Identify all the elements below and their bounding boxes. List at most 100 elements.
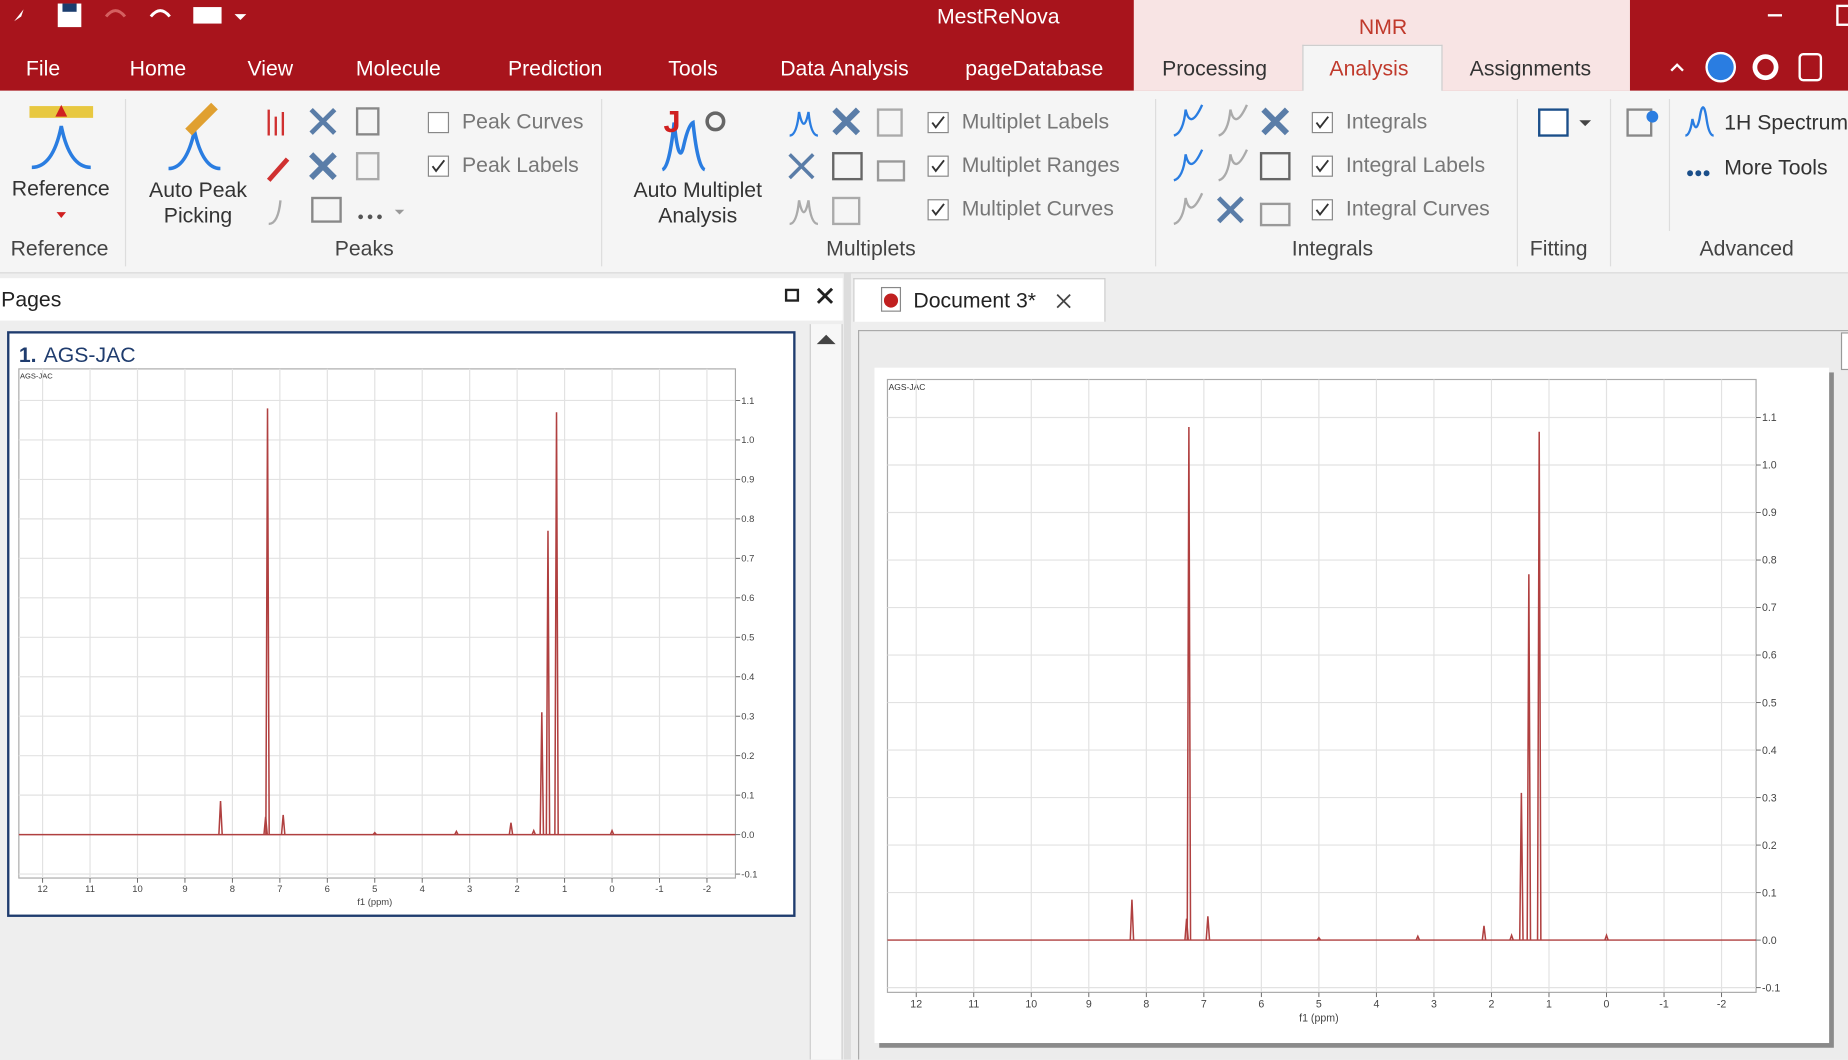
ribbon-options	[1670, 51, 1823, 83]
fitting-icon[interactable]	[1538, 108, 1569, 137]
menu-item[interactable]: Processing	[1162, 56, 1268, 81]
checkbox-label[interactable]: Integral Labels	[1345, 153, 1486, 177]
page-name: AGS-JAC	[43, 342, 136, 367]
checkbox-label[interactable]: Integral Curves	[1345, 196, 1490, 221]
checkmark	[1315, 203, 1329, 217]
document-icon	[880, 286, 902, 312]
checkbox[interactable]	[1311, 111, 1333, 134]
menu-item[interactable]: Data Analysis	[780, 56, 909, 81]
integral-tool-icons	[1173, 104, 1291, 227]
group-separator	[601, 98, 603, 267]
group-separator	[1516, 98, 1518, 267]
app-title: MestReNova	[936, 4, 1060, 29]
menu-item[interactable]: Assignments	[1469, 56, 1592, 81]
info-button[interactable]	[1705, 51, 1737, 83]
print-icon[interactable]	[193, 7, 222, 24]
fitting-dropdown[interactable]	[1579, 120, 1592, 127]
peak-picking-icon	[168, 130, 221, 171]
menu-item[interactable]: Home	[129, 56, 187, 81]
checkmark	[931, 116, 945, 129]
multiplet-icon-j: J	[664, 105, 681, 139]
group-separator	[1154, 98, 1157, 267]
group-label: Multiplets	[826, 236, 916, 261]
menu-item[interactable]: Tools	[668, 56, 718, 81]
pages-title: Pages	[1, 287, 62, 312]
auto-multiplet-button[interactable]: Auto Multiplet Analysis	[633, 177, 762, 228]
checkbox[interactable]	[427, 111, 450, 134]
page-thumbnail[interactable]	[7, 331, 796, 917]
reference-button[interactable]: Reference	[11, 176, 110, 201]
checkbox-label[interactable]: Peak Curves	[461, 109, 584, 134]
document-page[interactable]	[874, 367, 1830, 1044]
checkbox[interactable]	[1311, 199, 1333, 221]
1h-spectrum-button[interactable]: 1H Spectrum	[1724, 110, 1848, 135]
collapse-ribbon[interactable]	[1670, 63, 1684, 72]
group-label: Advanced	[1699, 236, 1794, 261]
scroll-up[interactable]	[811, 328, 842, 352]
context-tab-label: NMR	[1358, 15, 1408, 39]
menu-item[interactable]: File	[25, 56, 61, 81]
page-number: 1.	[18, 342, 37, 367]
group-separator	[1609, 98, 1612, 267]
pages-header	[0, 278, 843, 321]
float-button[interactable]	[784, 288, 800, 302]
checkbox[interactable]	[927, 199, 949, 221]
group-separator	[1668, 98, 1671, 231]
panel-controls	[784, 287, 834, 304]
checkbox-label[interactable]: Multiplet Ranges	[961, 153, 1120, 177]
menu-item[interactable]: pageDatabase	[965, 56, 1104, 81]
checkbox-label[interactable]: Integrals	[1345, 109, 1428, 134]
qat-dropdown[interactable]	[234, 14, 247, 21]
app-icon[interactable]	[14, 9, 24, 22]
reference-icon-peak	[31, 125, 91, 170]
quick-access-toolbar	[14, 3, 247, 28]
redo-icon[interactable]	[149, 9, 171, 18]
active-tab-bg	[1302, 44, 1443, 94]
scrollbar[interactable]	[809, 324, 843, 1060]
group-label: Peaks	[334, 236, 394, 261]
save-icon-detail	[62, 3, 77, 12]
ribbon-icons: J	[29, 102, 1714, 227]
auto-peak-picking-button[interactable]: Auto Peak Picking	[149, 177, 247, 228]
group-label: Reference	[10, 236, 109, 261]
more-tools-button[interactable]: More Tools	[1724, 155, 1828, 180]
reference-icon-arrow	[55, 104, 68, 117]
checkmark	[431, 159, 446, 173]
1h-spectrum-icon	[1685, 106, 1714, 137]
checkmark	[1315, 159, 1329, 173]
menu-item[interactable]: Prediction	[507, 56, 603, 81]
checkbox-label[interactable]: Multiplet Curves	[961, 196, 1114, 221]
doc-scrollbar[interactable]	[1840, 332, 1848, 371]
checkbox-label[interactable]: Peak Labels	[461, 153, 579, 177]
close-tab[interactable]	[1055, 292, 1074, 311]
menu-item[interactable]: Molecule	[355, 56, 441, 81]
settings-button[interactable]	[1752, 54, 1779, 81]
peak-picking-picker	[185, 102, 218, 136]
checkmark	[1315, 116, 1329, 129]
checkbox[interactable]	[427, 155, 450, 177]
menu-item[interactable]: View	[247, 56, 294, 81]
group-label: Fitting	[1529, 236, 1588, 261]
group-separator	[124, 98, 127, 267]
undo-icon[interactable]	[104, 9, 127, 18]
checkmark	[931, 203, 945, 217]
menu-item-active[interactable]: Analysis	[1329, 56, 1409, 81]
splitter[interactable]	[843, 273, 851, 1060]
checkmark	[931, 159, 945, 173]
minimize-button[interactable]	[1767, 14, 1782, 17]
document-tab-title: Document 3*	[913, 288, 1037, 313]
checkbox[interactable]	[927, 155, 949, 177]
advanced-icon-badge	[1646, 110, 1659, 123]
advanced-icon[interactable]	[1626, 108, 1653, 137]
peak-tool-icons	[266, 107, 405, 226]
close-panel-button[interactable]	[816, 287, 834, 304]
multiplet-icon	[661, 119, 706, 172]
help-button[interactable]	[1798, 53, 1823, 82]
checkbox[interactable]	[1311, 155, 1333, 177]
checkbox-label[interactable]: Multiplet Labels	[961, 109, 1110, 134]
checkbox[interactable]	[927, 111, 949, 134]
maximize-button[interactable]	[1836, 4, 1848, 26]
group-label: Integrals	[1291, 236, 1374, 261]
multiplet-icon-gear	[705, 111, 726, 132]
